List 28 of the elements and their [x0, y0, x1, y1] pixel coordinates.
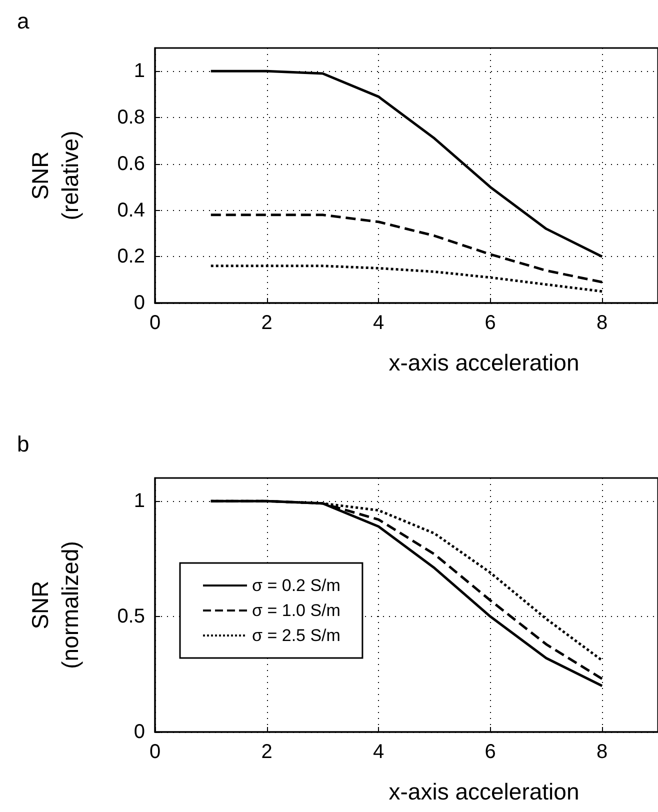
- x-tick-label: 2: [261, 741, 272, 763]
- chart-title: a: [17, 8, 30, 34]
- y-tick-label: 0.2: [117, 246, 145, 268]
- y-tick-label: 0: [134, 721, 145, 743]
- y-tick-label: 1: [134, 490, 145, 512]
- y-tick-label: 0.8: [117, 106, 145, 129]
- y-tick-label: 0.4: [117, 199, 145, 222]
- y-tick-label: 1: [134, 60, 145, 82]
- y-tick-label: 0.6: [117, 152, 145, 175]
- x-tick-label: 4: [372, 312, 384, 334]
- x-tick-label: 4: [372, 741, 384, 763]
- x-tick-label: 6: [484, 741, 496, 763]
- y-tick-label: 0: [134, 292, 145, 314]
- x-tick-label: 0: [149, 741, 161, 763]
- y-axis-title: SNR (normalized): [27, 541, 83, 669]
- x-tick-label: 6: [484, 312, 496, 334]
- legend-label: σ = 1.0 S/m: [252, 601, 340, 620]
- legend-label: σ = 0.2 S/m: [252, 576, 340, 595]
- x-tick-label: 8: [596, 741, 608, 763]
- x-tick-label: 8: [596, 312, 608, 334]
- x-axis-title: x-axis acceleration: [388, 350, 580, 376]
- legend-label: σ = 2.5 S/m: [252, 626, 340, 645]
- y-tick-label: 0.5: [117, 606, 145, 628]
- x-axis-title: x-axis acceleration: [388, 778, 580, 804]
- chart-title: b: [17, 432, 30, 456]
- x-tick-label: 0: [149, 312, 161, 334]
- y-axis-title: SNR (relative): [27, 130, 83, 220]
- x-tick-label: 2: [261, 312, 272, 334]
